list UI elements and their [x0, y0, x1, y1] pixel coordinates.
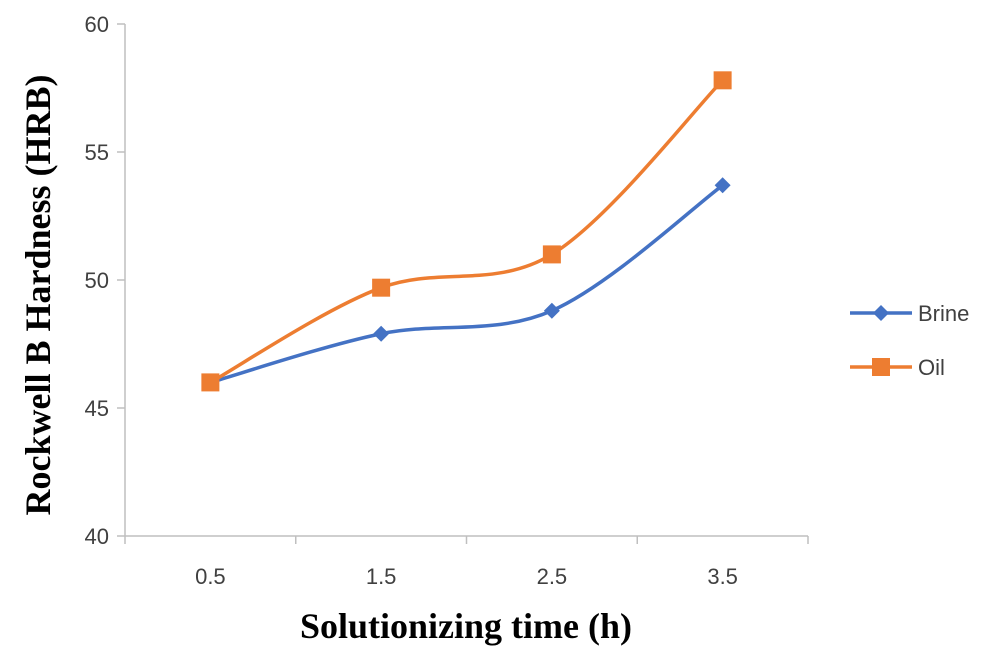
- x-axis-title: Solutionizing time (h): [300, 606, 632, 646]
- y-axis-title: Rockwell B Hardness (HRB): [18, 75, 58, 516]
- series-layer: [201, 71, 732, 392]
- data-point-oil: [372, 278, 391, 297]
- data-point-brine: [543, 302, 560, 319]
- y-tick-label: 45: [85, 396, 109, 421]
- x-tick-label: 2.5: [537, 564, 568, 589]
- data-point-brine: [373, 325, 390, 342]
- legend-label: Brine: [918, 301, 969, 326]
- series-line-brine: [208, 183, 725, 385]
- data-point-oil: [713, 71, 732, 90]
- y-tick-label: 50: [85, 268, 109, 293]
- data-point-brine: [714, 177, 731, 194]
- y-ticks: 40 45 50 55 60: [85, 12, 125, 549]
- y-tick-label: 55: [85, 140, 109, 165]
- series-brine: [202, 177, 731, 391]
- x-ticks: 0.5 1.5 2.5 3.5: [124, 536, 809, 589]
- x-tick-label: 0.5: [195, 564, 226, 589]
- legend-label: Oil: [918, 355, 945, 380]
- legend-swatch-marker: [872, 358, 890, 376]
- x-tick-label: 3.5: [707, 564, 738, 589]
- data-point-oil: [542, 245, 561, 264]
- series-oil: [201, 71, 732, 392]
- legend: Brine Oil: [850, 301, 969, 380]
- legend-item-brine: Brine: [850, 301, 969, 326]
- x-tick-label: 1.5: [366, 564, 397, 589]
- series-line-oil: [208, 78, 725, 385]
- y-tick-label: 40: [85, 524, 109, 549]
- data-point-oil: [201, 373, 220, 392]
- legend-swatch-marker: [873, 305, 889, 321]
- y-tick-label: 60: [85, 12, 109, 37]
- legend-item-oil: Oil: [850, 355, 945, 380]
